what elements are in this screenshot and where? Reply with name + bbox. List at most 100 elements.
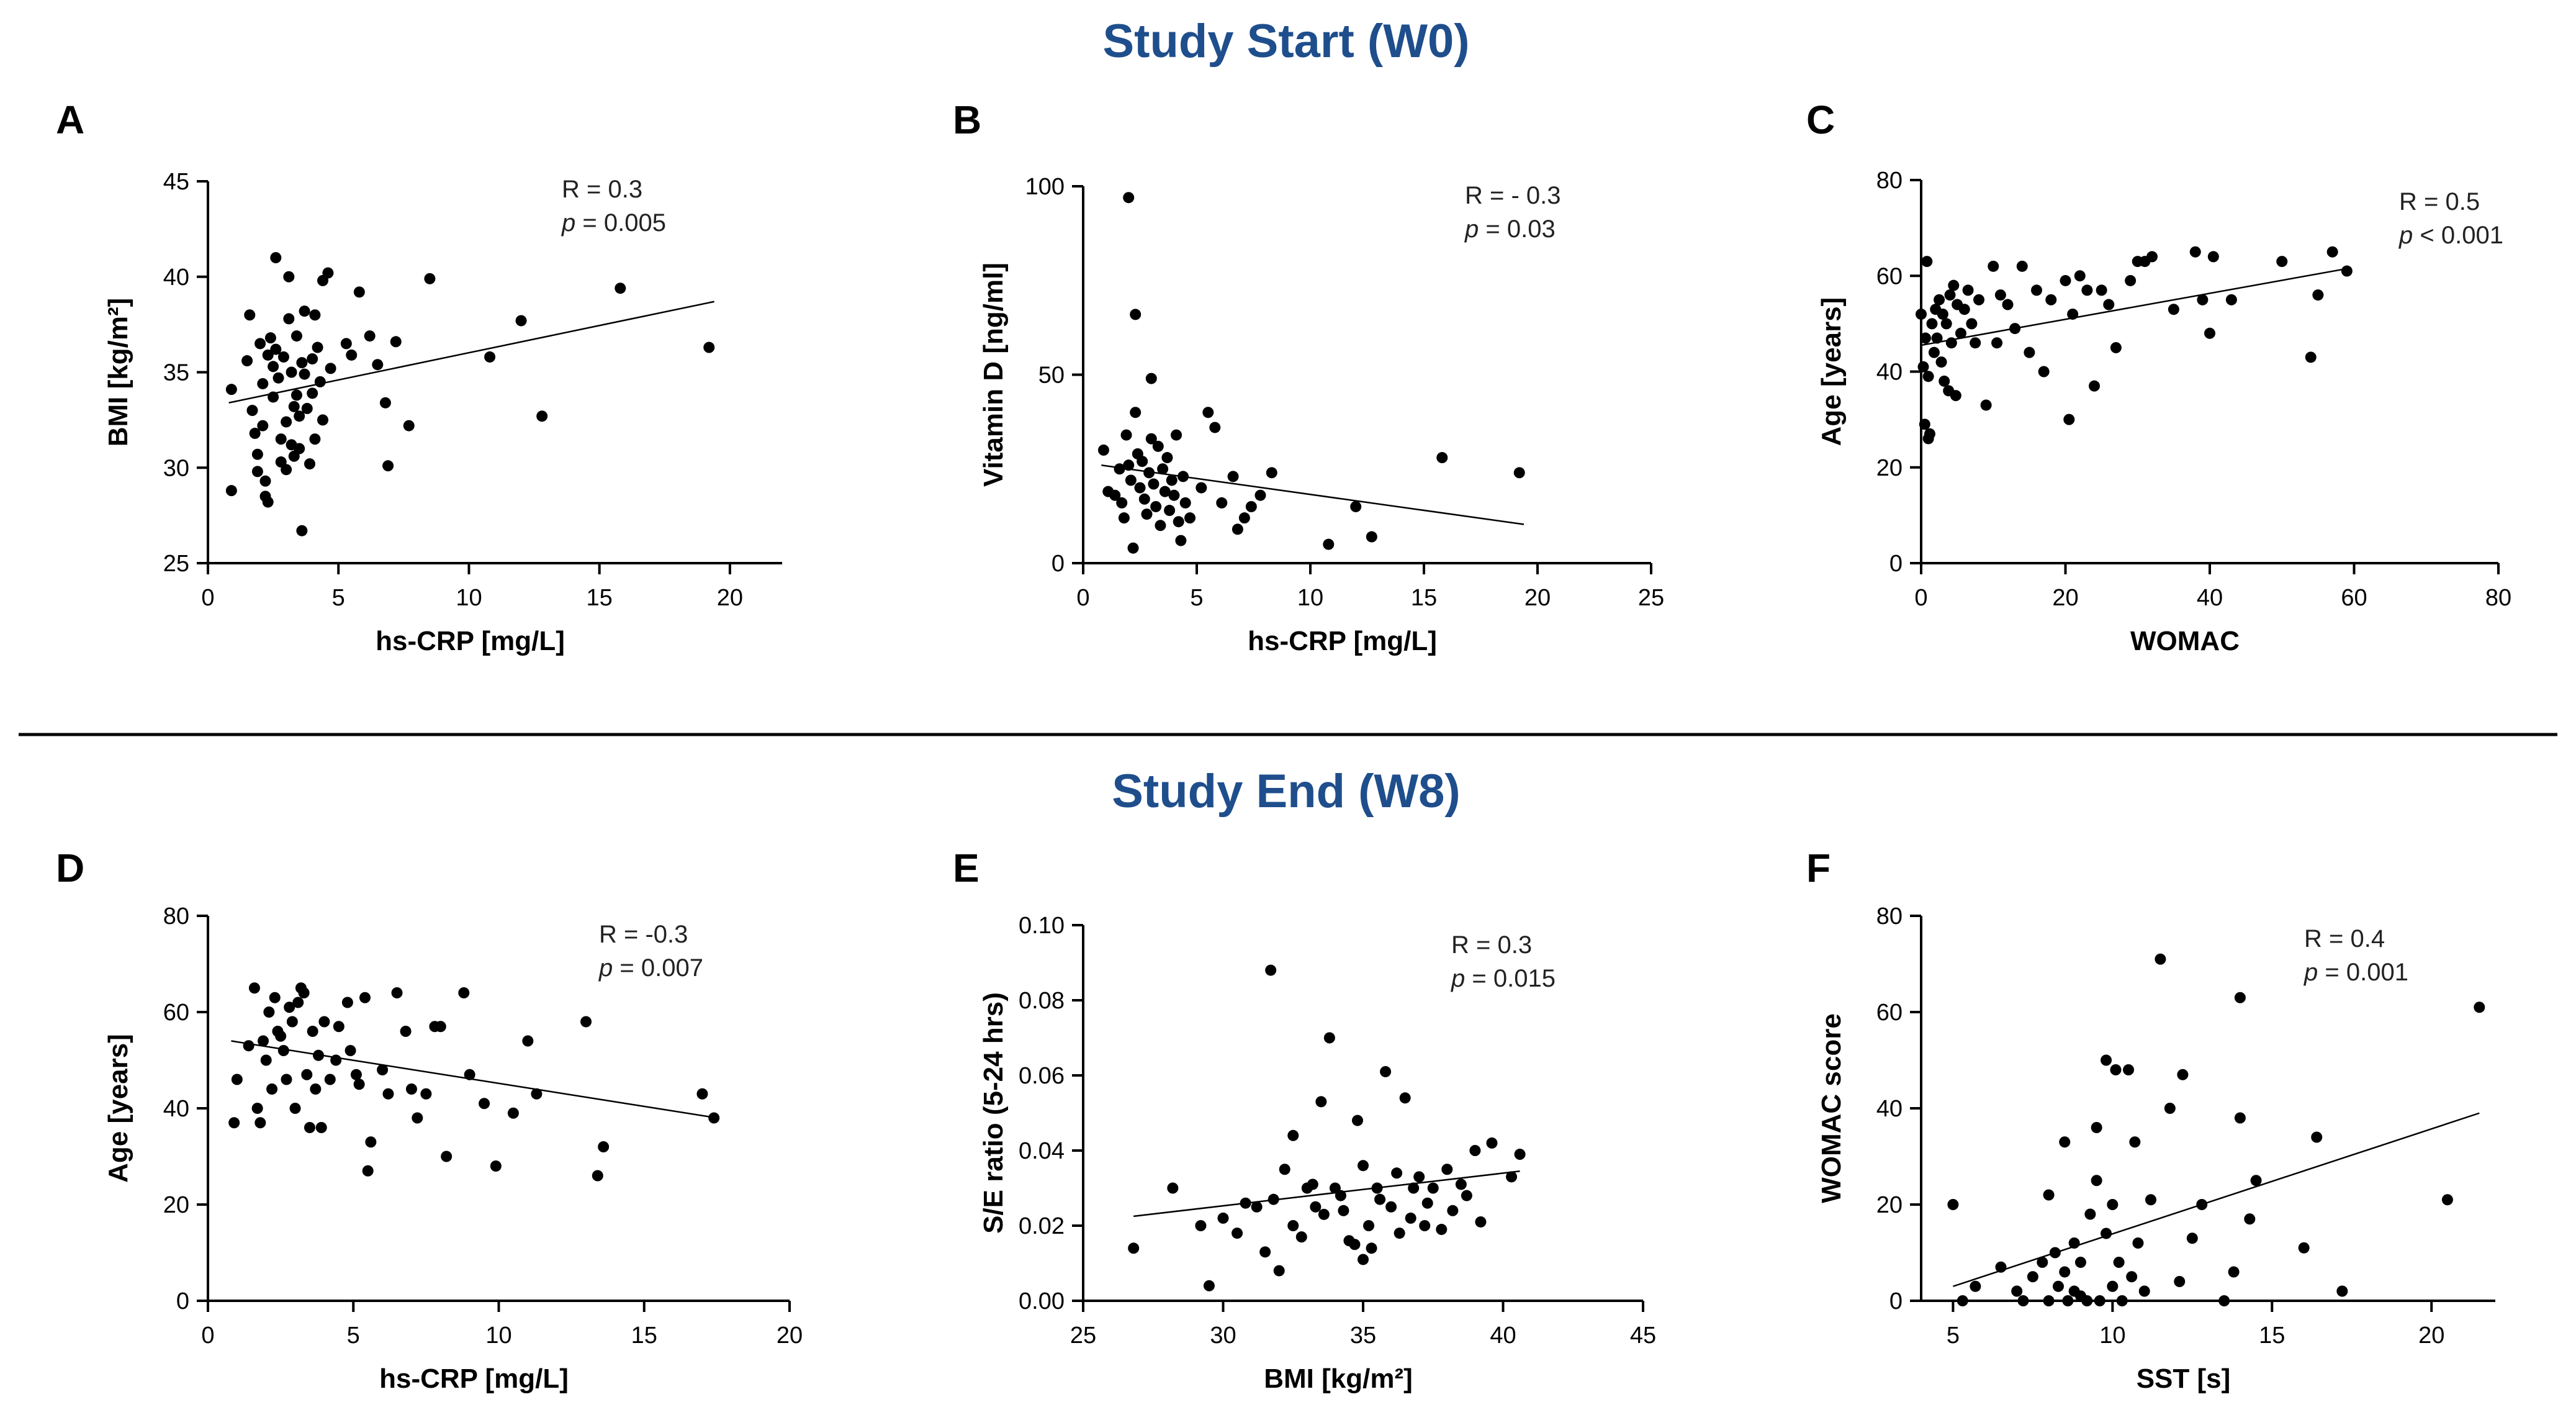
data-point xyxy=(225,384,237,396)
data-point xyxy=(2096,284,2107,296)
data-point xyxy=(522,1035,534,1047)
data-point xyxy=(2305,351,2317,363)
data-point xyxy=(1145,373,1157,384)
data-point xyxy=(2204,327,2215,339)
data-point xyxy=(1164,505,1176,517)
data-point xyxy=(1486,1137,1498,1149)
data-point xyxy=(2081,1295,2093,1306)
data-point xyxy=(1955,327,1966,339)
data-point xyxy=(268,391,279,403)
data-point xyxy=(2024,346,2035,358)
data-point xyxy=(365,1136,377,1148)
panel-letter: D xyxy=(56,846,84,890)
data-point xyxy=(2146,251,2158,263)
x-axis-label: hs-CRP [mg/L] xyxy=(376,626,565,656)
data-point xyxy=(1934,294,1945,305)
data-point xyxy=(281,464,292,476)
data-point xyxy=(2101,1054,2112,1066)
data-point xyxy=(615,283,626,294)
data-point xyxy=(364,330,376,342)
data-point xyxy=(382,460,394,472)
p-value: p = 0.03 xyxy=(1464,215,1556,243)
p-value: p = 0.015 xyxy=(1451,965,1556,992)
data-point xyxy=(1116,497,1128,509)
y-tick-label: 80 xyxy=(1876,168,1903,194)
data-point xyxy=(307,387,318,399)
data-point xyxy=(275,433,287,445)
data-point xyxy=(1268,1193,1279,1205)
panel-letter: C xyxy=(1806,97,1835,142)
data-point xyxy=(1251,1201,1263,1213)
x-tick-label: 20 xyxy=(1524,585,1551,611)
regression-line xyxy=(1952,1112,2480,1287)
panel-b: B 0 50 100 0 5 10 15 20 25 hs-CRP [mg/L] Vitamin D … xyxy=(953,97,1664,656)
data-point xyxy=(507,1107,519,1119)
data-point xyxy=(1436,1224,1448,1236)
data-point xyxy=(2049,1247,2061,1259)
data-point xyxy=(241,355,253,367)
y-tick-label: 50 xyxy=(1038,363,1065,389)
data-point xyxy=(2168,304,2179,315)
data-point xyxy=(254,338,266,350)
y-tick-label: 100 xyxy=(1025,174,1065,200)
data-point xyxy=(2474,1002,2485,1013)
data-point xyxy=(1168,489,1180,501)
data-point xyxy=(290,389,302,401)
r-value: R = 0.3 xyxy=(562,176,642,203)
data-point xyxy=(1150,500,1162,512)
data-point xyxy=(2107,1199,2119,1210)
data-point xyxy=(341,997,353,1008)
x-tick-label: 15 xyxy=(587,585,613,611)
data-point xyxy=(1366,531,1377,543)
data-point xyxy=(1123,192,1135,204)
x-tick-label: 20 xyxy=(777,1323,803,1349)
data-point xyxy=(290,330,302,342)
data-point xyxy=(1179,497,1191,509)
r-value: R = - 0.3 xyxy=(1465,182,1561,209)
x-tick-label: 5 xyxy=(1190,585,1203,611)
data-point xyxy=(2110,1064,2122,1075)
x-tick-label: 20 xyxy=(2418,1323,2444,1349)
data-point xyxy=(458,987,470,998)
data-point xyxy=(309,309,321,321)
data-point xyxy=(270,343,282,355)
data-point xyxy=(304,458,315,470)
data-point xyxy=(2094,1295,2105,1306)
data-point xyxy=(1958,304,1970,315)
data-point xyxy=(1130,309,1142,320)
section-title-start: Study Start (W0) xyxy=(1102,15,1469,68)
data-point xyxy=(2059,1266,2071,1278)
y-tick-label: 35 xyxy=(163,360,189,386)
data-point xyxy=(322,267,334,279)
data-point xyxy=(1130,407,1142,418)
data-point xyxy=(353,1079,365,1090)
data-point xyxy=(1143,467,1155,479)
y-tick-label: 25 xyxy=(163,551,189,577)
data-point xyxy=(1358,1160,1369,1172)
data-point xyxy=(1939,375,1950,387)
data-point xyxy=(251,1103,263,1114)
data-point xyxy=(1209,422,1221,433)
data-point xyxy=(1148,478,1160,490)
section-title-end: Study End (W8) xyxy=(1112,765,1461,818)
data-point xyxy=(304,1122,315,1133)
data-point xyxy=(2441,1194,2453,1206)
data-point xyxy=(1273,1265,1285,1277)
data-point xyxy=(1919,332,1931,344)
data-point xyxy=(296,357,308,369)
data-point xyxy=(1349,1239,1361,1250)
data-point xyxy=(318,1016,330,1028)
y-tick-label: 40 xyxy=(1876,360,1903,386)
data-point xyxy=(1232,1228,1243,1239)
data-point xyxy=(243,1040,254,1052)
data-point xyxy=(270,252,282,263)
y-tick-label: 0 xyxy=(1052,551,1065,577)
data-point xyxy=(1127,542,1139,554)
data-point xyxy=(2298,1242,2310,1254)
data-point xyxy=(268,361,279,373)
data-point xyxy=(382,1088,394,1100)
data-point xyxy=(1216,497,1228,509)
data-point xyxy=(1232,523,1243,535)
data-point xyxy=(258,1035,269,1047)
panel-letter: E xyxy=(953,846,980,890)
